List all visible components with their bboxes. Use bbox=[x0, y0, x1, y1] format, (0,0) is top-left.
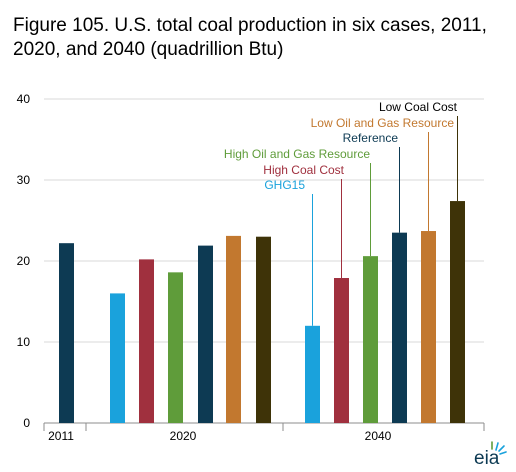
x-category-label: 2040 bbox=[365, 429, 392, 443]
bar-low-coal-cost-2040 bbox=[450, 201, 465, 423]
logo-sun-icon bbox=[491, 441, 507, 455]
bar-high-oil-and-gas-resource-2040 bbox=[363, 256, 378, 423]
annotations: Low Coal Cost Low Oil and Gas ResourceRef… bbox=[224, 100, 458, 192]
chart-title: Figure 105. U.S. total coal production i… bbox=[13, 15, 487, 60]
x-category-label: 2020 bbox=[170, 429, 197, 443]
bar-high-oil-and-gas-resource-2020 bbox=[168, 272, 183, 423]
bar-low-oil-and-gas-resource-2040 bbox=[421, 231, 436, 423]
y-tick-label: 10 bbox=[17, 335, 31, 349]
bar-high-coal-cost-2020 bbox=[139, 259, 154, 423]
x-category-label: 2011 bbox=[48, 429, 74, 443]
y-tick-label: 30 bbox=[17, 173, 31, 187]
y-tick-label: 0 bbox=[23, 416, 30, 430]
annotation-label: Low Oil and Gas Resource bbox=[311, 116, 455, 130]
annotation-label: Low Coal Cost bbox=[379, 100, 458, 114]
bar-reference-2020 bbox=[198, 245, 213, 423]
x-axis: 2011 2020 2040 bbox=[43, 423, 485, 443]
annotation-label: High Oil and Gas Resource bbox=[224, 147, 370, 161]
annotation-label: High Coal Cost bbox=[263, 163, 344, 177]
eia-logo: eia bbox=[474, 441, 507, 468]
bar-reference-2040 bbox=[392, 232, 407, 423]
logo-text: eia bbox=[474, 448, 500, 468]
bar-ghg15-2020 bbox=[110, 293, 125, 423]
annotation-leaders bbox=[312, 116, 458, 326]
bars bbox=[59, 201, 465, 423]
bar-ghg15-2040 bbox=[305, 325, 320, 423]
bar-low-coal-cost-2020 bbox=[256, 236, 271, 423]
annotation-label: Reference bbox=[343, 131, 399, 145]
bar-high-coal-cost-2040 bbox=[334, 278, 349, 423]
bar-history-2011 bbox=[59, 243, 74, 423]
y-tick-label: 20 bbox=[17, 254, 31, 268]
y-tick-label: 40 bbox=[17, 92, 31, 106]
annotation-label: GHG15 bbox=[264, 178, 305, 192]
bar-low-oil-and-gas-resource-2020 bbox=[226, 235, 241, 423]
